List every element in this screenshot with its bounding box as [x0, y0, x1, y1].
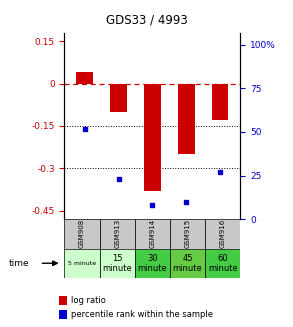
Bar: [144, 83, 161, 191]
Text: 30
minute: 30 minute: [137, 253, 167, 273]
Text: GSM915: GSM915: [185, 219, 190, 249]
Text: GSM916: GSM916: [220, 219, 226, 249]
Bar: [135, 219, 170, 249]
Text: GSM913: GSM913: [114, 219, 120, 249]
Text: GDS33 / 4993: GDS33 / 4993: [105, 13, 188, 26]
Text: 5 minute: 5 minute: [68, 261, 96, 266]
Bar: [64, 219, 100, 249]
Bar: [212, 83, 229, 120]
Text: GSM908: GSM908: [79, 219, 85, 249]
Text: time: time: [9, 259, 29, 268]
Text: GSM914: GSM914: [149, 219, 155, 249]
Bar: [205, 219, 240, 249]
Bar: [100, 219, 135, 249]
Bar: [59, 310, 67, 319]
Bar: [100, 249, 135, 278]
Bar: [178, 83, 195, 154]
Text: 15
minute: 15 minute: [102, 253, 132, 273]
Text: 60
minute: 60 minute: [208, 253, 238, 273]
Bar: [135, 249, 170, 278]
Bar: [170, 219, 205, 249]
Text: percentile rank within the sample: percentile rank within the sample: [71, 310, 213, 319]
Bar: [110, 83, 127, 112]
Bar: [64, 249, 100, 278]
Bar: [76, 72, 93, 83]
Text: 45
minute: 45 minute: [173, 253, 202, 273]
Bar: [205, 249, 240, 278]
Bar: [59, 296, 67, 305]
Text: log ratio: log ratio: [71, 296, 106, 305]
Bar: [170, 249, 205, 278]
